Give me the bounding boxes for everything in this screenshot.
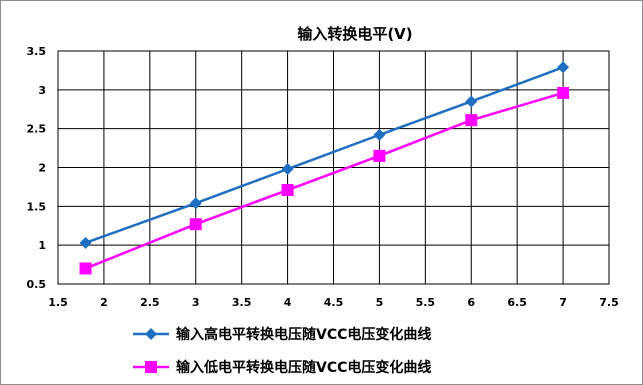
legend-item-2: 输入低电平转换电压随VCC电压变化曲线: [133, 359, 431, 376]
x-tick-label: 4: [284, 296, 292, 309]
plot-border: [57, 50, 610, 285]
y-tick-label: 1: [38, 239, 46, 252]
series-2-point: [79, 262, 92, 275]
x-tick-label: 7: [559, 296, 567, 309]
x-tick-label: 3.5: [232, 296, 252, 309]
x-tick-label: 6: [467, 296, 475, 309]
y-tick-label: 2.5: [27, 123, 47, 136]
x-tick-label: 4.5: [324, 296, 344, 309]
series-1-line: [85, 66, 564, 245]
y-tick-label: 2: [38, 162, 46, 175]
y-tick-label: 3.5: [27, 45, 47, 58]
series-2-point: [557, 86, 570, 99]
series-1-point: [373, 128, 386, 141]
series-2-line: [85, 91, 564, 270]
diamond-marker-icon: [145, 328, 157, 340]
series-2-point: [189, 218, 202, 231]
plot-area: 1.5 2 2.5 3 3.5 4 4.5 5 5.5 6 6.5 7 7.5 0.5 1 1.5 2 2.5 3 3…: [27, 45, 619, 309]
y-tick-label: 3: [38, 84, 46, 97]
x-tick-label: 3: [192, 296, 200, 309]
series-1-point: [557, 61, 570, 74]
chart-title: 输入转换电平(V): [297, 25, 412, 43]
series-2-point: [465, 114, 478, 127]
series-1-point: [189, 197, 202, 210]
series-1-point: [79, 236, 92, 249]
y-tick-label: 0.5: [27, 278, 47, 291]
series-2-point: [281, 184, 294, 197]
x-tick-label: 7.5: [599, 296, 619, 309]
x-tick-label: 5.5: [416, 296, 436, 309]
legend-label: 输入低电平转换电压随VCC电压变化曲线: [176, 359, 431, 376]
x-tick-label: 5: [376, 296, 384, 309]
x-tick-label: 1.5: [48, 296, 68, 309]
x-tick-label: 2: [100, 296, 108, 309]
x-tick-label: 6.5: [507, 296, 527, 309]
x-tick-label: 2.5: [140, 296, 160, 309]
series-2-point: [373, 149, 386, 162]
series-1-point: [465, 95, 478, 108]
y-tick-label: 1.5: [27, 200, 47, 213]
series-1-point: [281, 163, 294, 176]
legend-label: 输入高电平转换电压随VCC电压变化曲线: [176, 326, 431, 343]
square-marker-icon: [145, 361, 157, 373]
legend-item-1: 输入高电平转换电压随VCC电压变化曲线: [133, 326, 431, 343]
